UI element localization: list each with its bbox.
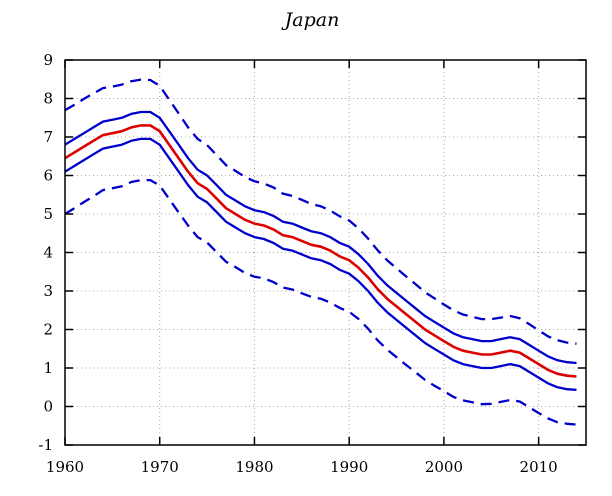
- x-tick-label: 2010: [520, 458, 558, 476]
- y-tick-label: 1: [43, 359, 53, 377]
- estimate-line: [64, 124, 577, 378]
- y-tick-label: -1: [38, 436, 53, 454]
- inner-band-upper-line: [64, 110, 577, 365]
- x-tick-label: 1970: [141, 458, 179, 476]
- y-tick-label: 3: [43, 282, 53, 300]
- chart-title: Japan: [281, 9, 340, 31]
- outer-band-upper-line: [64, 78, 577, 345]
- y-tick-label: 9: [43, 51, 53, 69]
- y-tick-label: 7: [43, 128, 53, 146]
- y-tick-label: 2: [43, 321, 53, 339]
- outer-band-lower-line: [64, 178, 577, 426]
- x-tick-label: 1980: [235, 458, 273, 476]
- x-tick-label: 1960: [46, 458, 84, 476]
- y-tick-label: 5: [43, 205, 53, 223]
- y-tick-label: 8: [43, 90, 53, 108]
- y-tick-label: 4: [43, 244, 53, 262]
- y-tick-label: 6: [43, 167, 53, 185]
- y-tick-label: 0: [43, 398, 53, 416]
- inner-band-lower-line: [64, 137, 577, 392]
- x-tick-label: 2000: [425, 458, 463, 476]
- x-tick-label: 1990: [330, 458, 368, 476]
